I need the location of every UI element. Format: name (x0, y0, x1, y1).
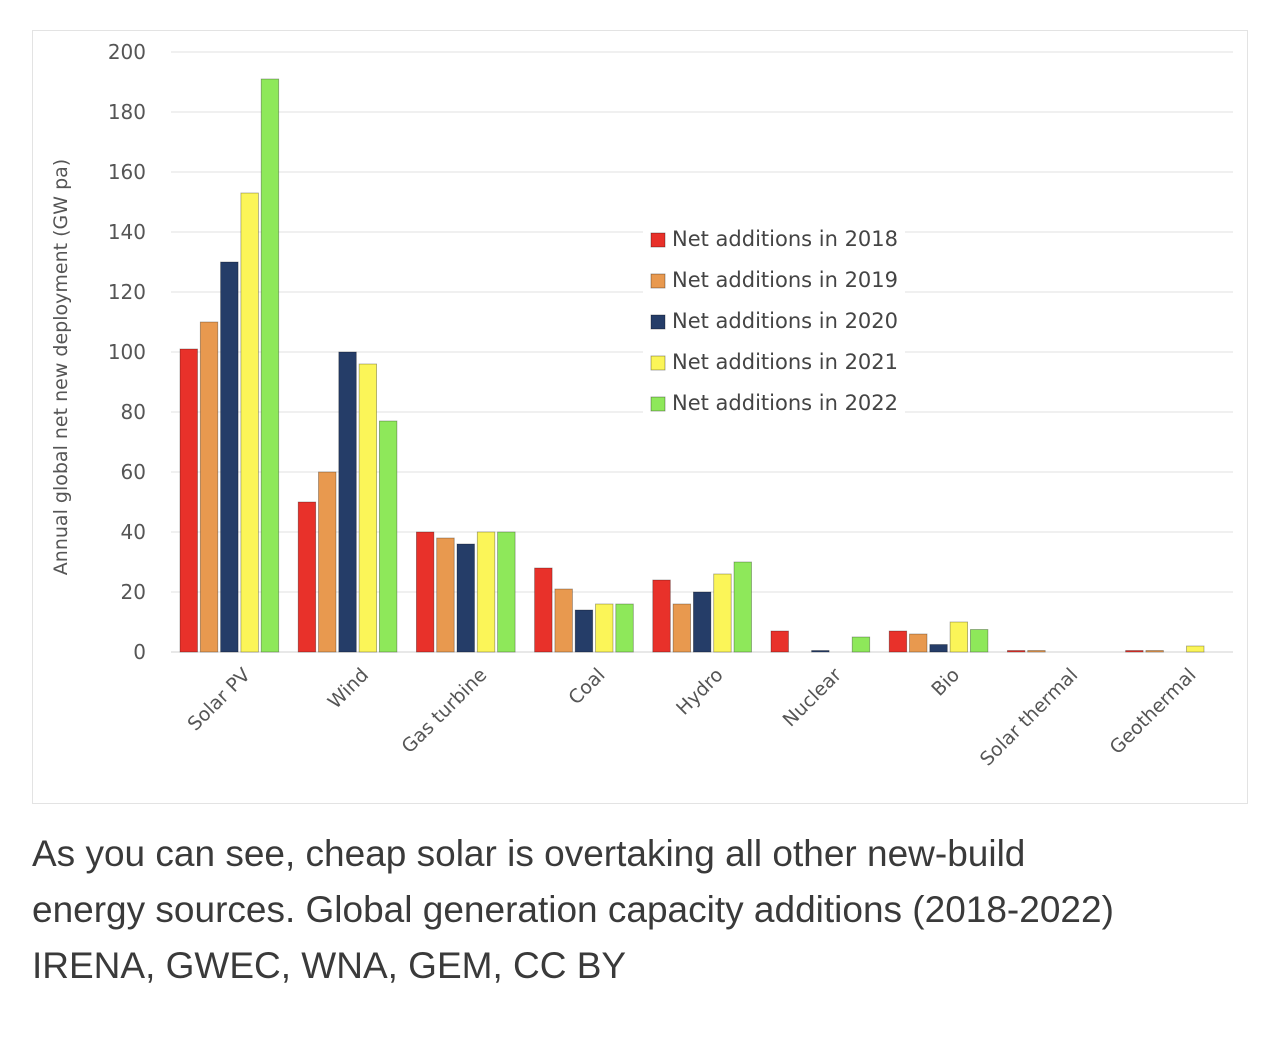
x-category-label: Coal (564, 664, 609, 709)
bar-group-hydro (652, 561, 752, 653)
bar (220, 261, 239, 653)
bar (358, 363, 378, 653)
y-tick-label: 60 (121, 460, 146, 484)
bar (909, 633, 928, 653)
x-category-label: Gas turbine (397, 664, 491, 758)
legend-label: Net additions in 2019 (672, 268, 898, 292)
y-tick-label: 160 (108, 160, 146, 184)
bar (652, 579, 671, 653)
y-tick-label: 40 (121, 520, 146, 544)
x-category-label: Bio (927, 664, 964, 701)
caption-line-1: As you can see, cheap solar is overtakin… (32, 833, 1026, 874)
bar (595, 603, 614, 653)
bar (1007, 650, 1026, 653)
x-category-label: Geothermal (1106, 664, 1201, 759)
x-category-label: Solar thermal (976, 664, 1082, 770)
y-axis-ticks: 0 20 40 60 80 100 120 140 160 180 200 (108, 40, 146, 664)
chart-frame: 0 20 40 60 80 100 120 140 160 180 200 Solar PV Wind… (32, 30, 1248, 804)
legend-item: Net additions in 2021 (650, 350, 898, 374)
y-tick-label: 180 (108, 100, 146, 124)
y-tick-label: 80 (121, 400, 146, 424)
bar (378, 420, 398, 653)
bar (811, 650, 830, 653)
bar (1186, 645, 1205, 653)
y-axis-title: Annual global net new deployment (GW pa) (50, 159, 72, 575)
bar (240, 192, 259, 653)
legend-item: Net additions in 2018 (650, 227, 898, 251)
bar (1145, 650, 1164, 653)
y-tick-label: 140 (108, 220, 146, 244)
legend-item: Net additions in 2019 (650, 268, 898, 292)
bar (851, 636, 871, 653)
legend-item: Net additions in 2022 (650, 391, 898, 415)
bar (497, 531, 516, 653)
legend-label: Net additions in 2020 (672, 309, 898, 333)
y-tick-label: 200 (108, 40, 146, 64)
bar (672, 603, 691, 653)
bar (929, 644, 948, 653)
x-category-label: Hydro (672, 664, 728, 720)
bar-chart: 0 20 40 60 80 100 120 140 160 180 200 Solar PV Wind… (50, 40, 1233, 771)
y-tick-label: 120 (108, 280, 146, 304)
x-axis-categories: Solar PV Wind Gas turbine Coal Hydro Nuclear B… (184, 664, 1201, 771)
bar (888, 630, 908, 653)
bar (338, 351, 357, 653)
bar (1125, 650, 1144, 653)
y-tick-label: 20 (121, 580, 146, 604)
legend-label: Net additions in 2022 (672, 391, 898, 415)
bar-group-solar-pv (179, 78, 280, 653)
caption-line-2: energy sources. Global generation capaci… (32, 889, 1114, 930)
legend-label: Net additions in 2021 (672, 350, 898, 374)
y-tick-label: 100 (108, 340, 146, 364)
bar (970, 629, 989, 653)
bar-group-coal (534, 567, 634, 653)
bar (476, 531, 496, 653)
legend-label: Net additions in 2018 (672, 227, 898, 251)
bar (436, 537, 455, 653)
bar-group-bio (888, 621, 989, 653)
bar (534, 567, 553, 653)
bar (1027, 650, 1046, 653)
bar-group-gas-turbine (415, 531, 516, 653)
legend-swatch (650, 314, 666, 330)
legend-swatch (650, 232, 666, 248)
bar (713, 573, 732, 653)
bar (199, 321, 219, 653)
caption-line-3: IRENA, GWEC, WNA, GEM, CC BY (32, 945, 627, 986)
x-category-label: Solar PV (184, 664, 255, 735)
figure-caption: As you can see, cheap solar is overtakin… (32, 826, 1262, 994)
x-category-label: Wind (324, 664, 373, 713)
bar (415, 531, 435, 653)
bar (297, 501, 317, 653)
bar (260, 78, 280, 653)
bar (733, 561, 752, 653)
bar-group-nuclear (770, 630, 871, 653)
bar (456, 543, 475, 653)
bar (554, 588, 573, 653)
bar (179, 348, 198, 653)
bars (179, 78, 1205, 653)
legend-swatch (650, 273, 666, 289)
x-category-label: Nuclear (779, 664, 846, 731)
bar (770, 630, 789, 653)
bar-group-geothermal (1125, 645, 1205, 653)
legend-background (643, 221, 905, 419)
legend: Net additions in 2018 Net additions in 20… (643, 221, 905, 419)
bar-group-wind (297, 351, 398, 653)
legend-item: Net additions in 2020 (650, 309, 898, 333)
legend-swatch (650, 355, 666, 371)
bar (318, 471, 337, 653)
bar-group-solar-thermal (1007, 650, 1046, 653)
bar (615, 603, 634, 653)
bar (949, 621, 968, 653)
bar (693, 591, 712, 653)
bar (574, 609, 594, 653)
y-tick-label: 0 (133, 640, 146, 664)
legend-swatch (650, 396, 666, 412)
